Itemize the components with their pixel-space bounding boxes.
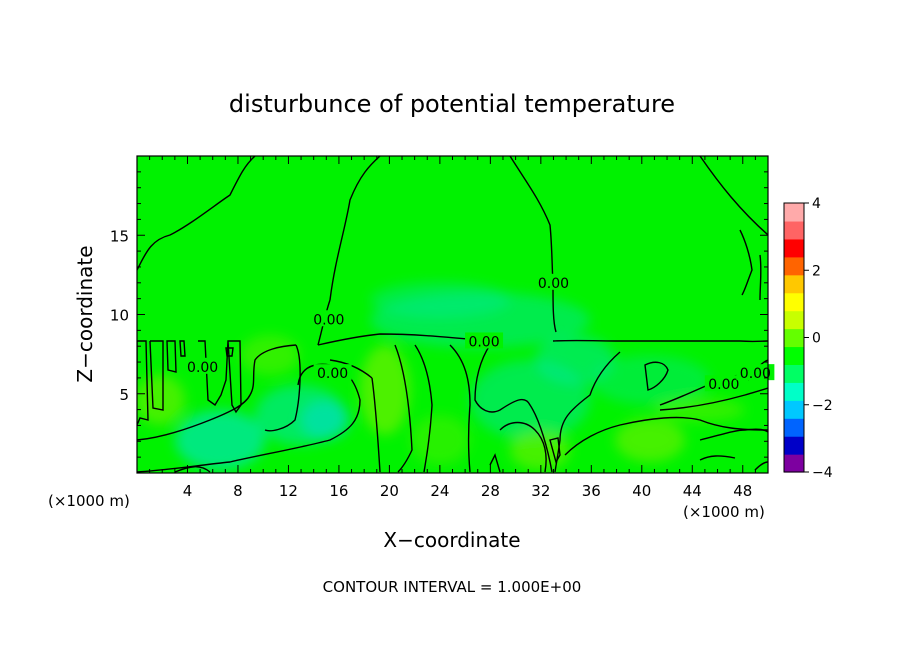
contour-label-bg bbox=[313, 364, 352, 381]
colorbar-segment bbox=[784, 454, 804, 473]
contour-label: 0.00 bbox=[317, 366, 348, 382]
contour-lines bbox=[137, 156, 768, 473]
x-axis: 4 8 12 16 20 24 28 32 36 40 44 48 bbox=[149, 156, 756, 500]
x-tick-label: 36 bbox=[582, 482, 601, 500]
x-tick-label: 16 bbox=[329, 482, 348, 500]
y-tick-label: 15 bbox=[110, 227, 129, 245]
x-unit-left: (×1000 m) bbox=[48, 492, 130, 510]
x-tick-label: 24 bbox=[430, 482, 449, 500]
colorbar-segment bbox=[784, 346, 804, 365]
colorbar-tick-label: 0 bbox=[812, 331, 821, 347]
field-shading bbox=[137, 282, 745, 470]
contour-label: 0.00 bbox=[468, 334, 499, 350]
contour-interval-note: CONTOUR INTERVAL = 1.000E+00 bbox=[323, 578, 582, 596]
colorbar-segment bbox=[784, 400, 804, 419]
chart-title: disturbunce of potential temperature bbox=[229, 90, 675, 118]
y-tick-label: 5 bbox=[119, 386, 129, 404]
colorbar-segment bbox=[784, 292, 804, 312]
x-tick-label: 40 bbox=[632, 482, 651, 500]
colorbar-segment bbox=[784, 328, 804, 348]
colorbar-segment bbox=[784, 364, 804, 383]
colorbar-segment bbox=[784, 382, 804, 401]
contour-label: 0.00 bbox=[740, 366, 771, 382]
contour-label: 0.00 bbox=[538, 276, 569, 292]
colorbar-segment bbox=[784, 310, 804, 330]
x-tick-label: 20 bbox=[380, 482, 399, 500]
colorbar-segment bbox=[784, 238, 804, 258]
x-tick-label: 28 bbox=[481, 482, 500, 500]
colorbar: 4 2 0 −2 −4 bbox=[783, 196, 833, 481]
y-axis: 5 10 15 bbox=[110, 171, 768, 458]
colorbar-tick-label: −4 bbox=[812, 465, 833, 481]
colorbar-segment bbox=[784, 256, 804, 276]
x-tick-label: 32 bbox=[531, 482, 550, 500]
contour-label-bg bbox=[465, 332, 504, 349]
y-axis-title: Z−coordinate bbox=[73, 245, 97, 382]
contour-label: 0.00 bbox=[187, 360, 218, 376]
colorbar-segment bbox=[784, 274, 804, 294]
x-tick-label: 44 bbox=[683, 482, 702, 500]
contour-label-bg bbox=[183, 357, 222, 374]
contour-labels: 0.000.000.000.000.000.000.00 bbox=[183, 273, 775, 393]
y-tick-label: 10 bbox=[110, 307, 129, 325]
contour-label-bg bbox=[309, 310, 348, 327]
x-axis-title: X−coordinate bbox=[383, 528, 520, 552]
colorbar-tick-label: 4 bbox=[812, 196, 821, 212]
colorbar-segment bbox=[784, 436, 804, 455]
contour-label-bg bbox=[736, 364, 775, 381]
x-tick-label: 48 bbox=[733, 482, 752, 500]
contour-label-bg bbox=[534, 273, 573, 290]
contour-label: 0.00 bbox=[708, 377, 739, 393]
contour-label-bg bbox=[704, 375, 743, 392]
x-tick-label: 8 bbox=[233, 482, 243, 500]
x-tick-label: 12 bbox=[279, 482, 298, 500]
colorbar-tick-label: 2 bbox=[812, 263, 821, 279]
x-unit-right: (×1000 m) bbox=[683, 503, 765, 521]
contour-label: 0.00 bbox=[313, 312, 344, 328]
colorbar-segment bbox=[784, 418, 804, 437]
x-tick-label: 4 bbox=[183, 482, 193, 500]
colorbar-segment bbox=[784, 203, 804, 222]
colorbar-tick-label: −2 bbox=[812, 398, 833, 414]
colorbar-segment bbox=[784, 220, 804, 240]
